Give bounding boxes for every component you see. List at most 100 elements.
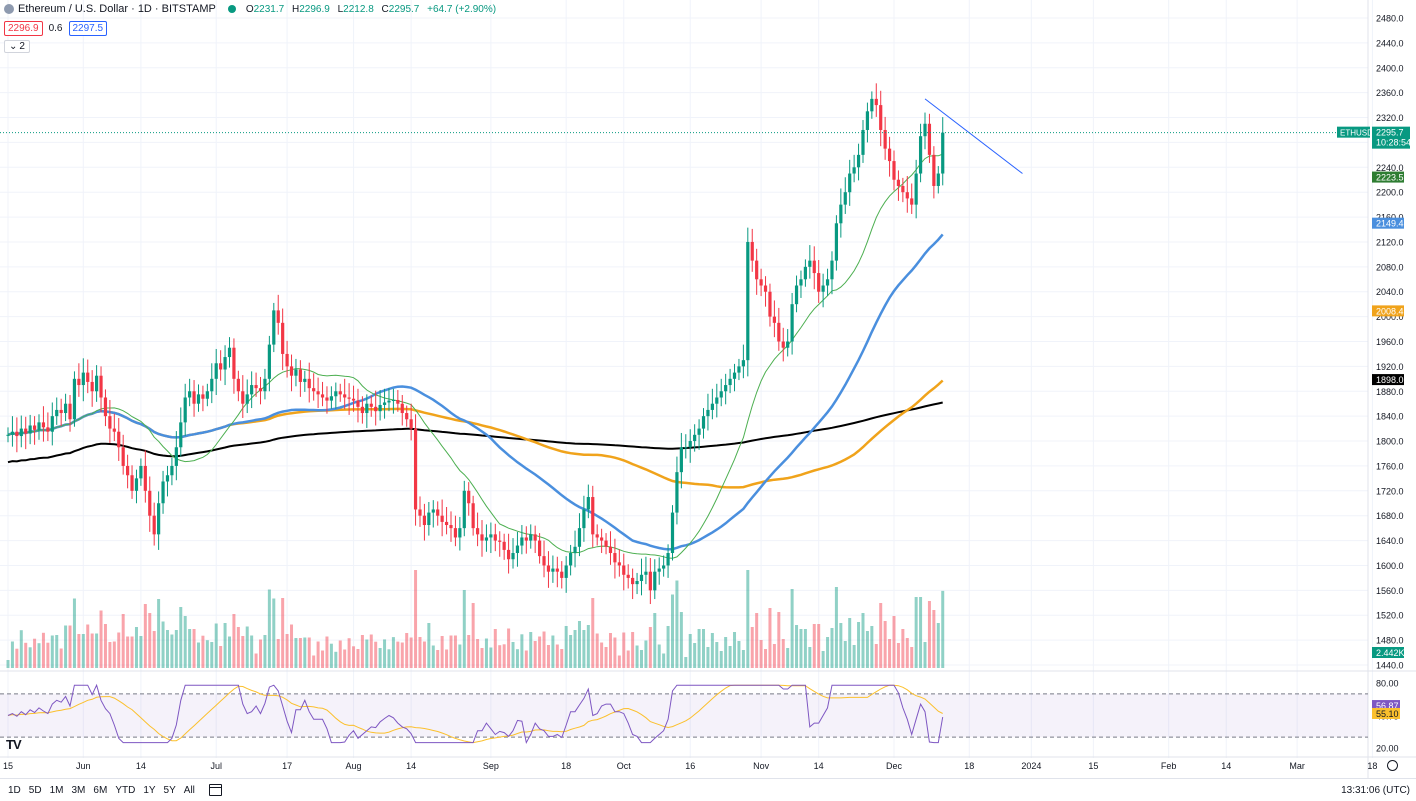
volume-bar	[183, 616, 187, 668]
candle	[453, 528, 458, 538]
volume-bar	[671, 594, 674, 668]
candle	[515, 545, 520, 554]
candle	[856, 154, 861, 168]
candle	[427, 512, 431, 526]
volume-bar	[445, 649, 449, 668]
candle	[356, 400, 360, 407]
volume-bar	[697, 629, 701, 668]
range-1m[interactable]: 1M	[49, 784, 64, 796]
volume-bar	[55, 635, 59, 668]
gear-icon[interactable]	[1387, 760, 1398, 771]
candle	[768, 291, 772, 317]
candle	[298, 369, 302, 382]
sell-price-button[interactable]: 2296.9	[4, 21, 43, 36]
price-tick-label: 1600.0	[1376, 561, 1404, 571]
rsi-tick-label: 80.00	[1376, 679, 1399, 689]
candle	[560, 571, 564, 578]
indicators-toggle[interactable]: ⌄ 2	[4, 40, 30, 53]
candle	[223, 357, 227, 370]
price-tick-label: 2120.0	[1376, 237, 1404, 247]
volume-bar	[449, 635, 453, 668]
price-label-ma20: 2223.5	[1376, 173, 1404, 183]
symbol-tag	[1337, 126, 1370, 138]
volume-bar	[848, 618, 852, 668]
candle	[188, 391, 192, 398]
volume-bar	[728, 646, 732, 668]
candle	[697, 428, 701, 435]
price-tick-label: 1520.0	[1376, 611, 1404, 621]
candle	[126, 465, 130, 476]
volume-bar	[932, 610, 936, 668]
range-all[interactable]: All	[183, 784, 195, 796]
calendar-icon[interactable]	[208, 784, 222, 796]
tradingview-logo[interactable]: TV	[6, 737, 22, 752]
candles	[6, 83, 945, 605]
candle	[24, 428, 28, 434]
volume-bar	[586, 625, 590, 668]
volume-bar	[46, 642, 50, 668]
time-tick-label: 15	[3, 761, 13, 771]
candle	[227, 347, 232, 358]
volume-bar	[852, 645, 856, 668]
candle	[272, 310, 276, 345]
candle	[157, 503, 161, 535]
candle	[103, 397, 108, 417]
volume-bar	[759, 640, 763, 668]
candle	[258, 388, 263, 392]
candle	[489, 534, 493, 538]
volume-bar	[400, 642, 404, 668]
time-tick-label: Nov	[753, 761, 770, 771]
range-3m[interactable]: 3M	[71, 784, 86, 796]
candle	[786, 341, 790, 348]
candle	[59, 409, 63, 414]
volume-bar	[626, 650, 630, 668]
price-gridlines	[0, 0, 1373, 758]
candle	[205, 391, 209, 399]
candle	[254, 385, 258, 389]
candle	[666, 553, 670, 566]
candle	[484, 537, 489, 541]
volume-bar	[896, 643, 900, 668]
volume-bar	[507, 628, 511, 668]
range-1d[interactable]: 1D	[8, 784, 21, 796]
candle	[351, 398, 356, 401]
candle	[241, 391, 245, 404]
volume-bar	[321, 650, 325, 668]
candle	[896, 179, 901, 186]
volume-bars	[6, 570, 945, 668]
price-label-ma100: 2008.4	[1376, 306, 1404, 316]
range-5d[interactable]: 5D	[28, 784, 42, 796]
volume-bar	[68, 625, 72, 668]
candle	[653, 571, 657, 591]
candle	[586, 497, 590, 510]
rsi-ma-line	[7, 684, 943, 744]
volume-bar	[64, 625, 68, 668]
price-tick-label: 1920.0	[1376, 362, 1404, 372]
volume-bar	[196, 642, 200, 668]
price-tick-label: 2160.0	[1376, 213, 1404, 223]
range-5y[interactable]: 5Y	[163, 784, 176, 796]
last-price-label: 2295.7	[1376, 128, 1404, 138]
range-ytd[interactable]: YTD	[115, 784, 136, 796]
candle	[546, 565, 551, 572]
candle	[622, 565, 626, 575]
volume-bar	[892, 616, 896, 668]
price-tick-label: 2360.0	[1376, 88, 1404, 98]
volume-bar	[250, 635, 254, 668]
utc-clock[interactable]: 13:31:06 (UTC)	[1341, 784, 1410, 796]
candle	[608, 546, 613, 554]
volume-bar	[254, 653, 258, 668]
price-chart[interactable]: 2480.02440.02400.02360.02320.02280.02240…	[0, 0, 1416, 778]
volume-bar	[117, 632, 121, 668]
candle	[874, 98, 878, 106]
symbol-title[interactable]: Ethereum / U.S. Dollar · 1D · BITSTAMP	[18, 3, 216, 15]
range-6m[interactable]: 6M	[93, 784, 108, 796]
time-tick-label: Mar	[1289, 761, 1305, 771]
volume-bar	[502, 644, 506, 668]
candle	[936, 173, 940, 186]
price-axis: 2480.02440.02400.02360.02320.02280.02240…	[1337, 14, 1411, 671]
time-tick-label: 16	[685, 761, 695, 771]
volume-bar	[812, 624, 816, 668]
range-1y[interactable]: 1Y	[143, 784, 156, 796]
buy-price-button[interactable]: 2297.5	[68, 21, 108, 36]
